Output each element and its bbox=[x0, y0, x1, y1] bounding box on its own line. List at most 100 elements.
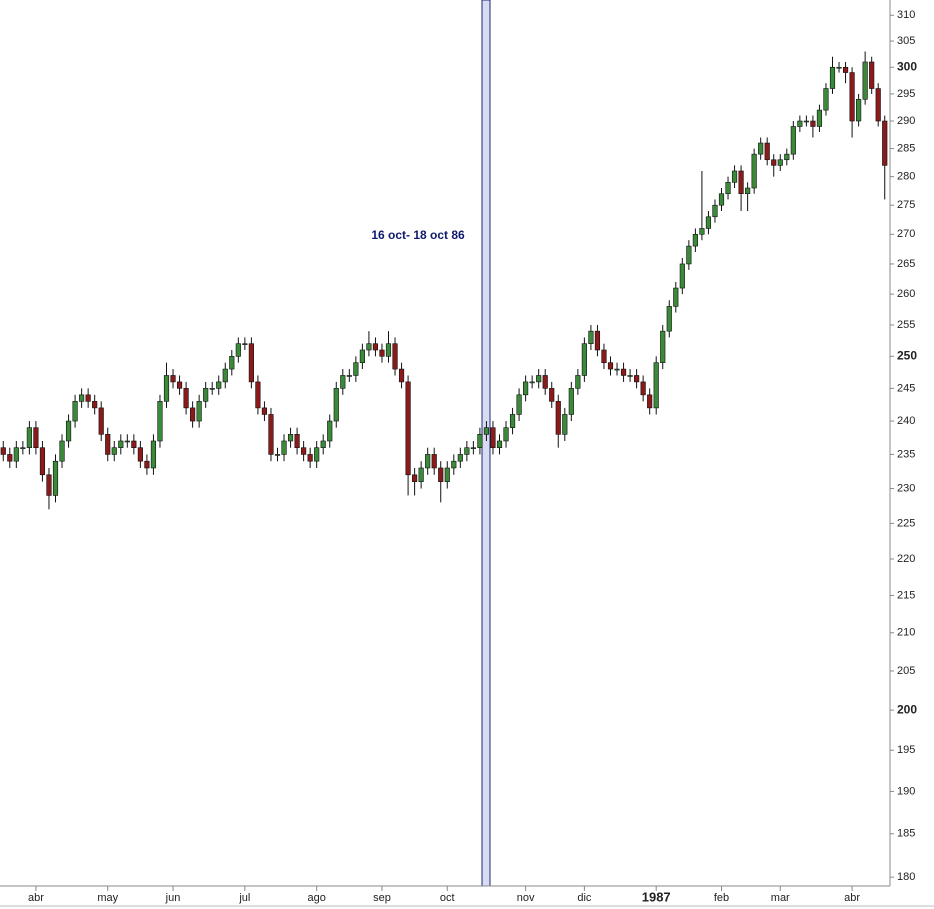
candle-body bbox=[731, 170, 738, 183]
x-tick-label: feb bbox=[714, 892, 729, 904]
candle-body bbox=[575, 375, 581, 389]
x-tick-label: nov bbox=[517, 892, 535, 904]
candle-body bbox=[294, 434, 300, 448]
candle-body bbox=[601, 349, 607, 363]
candle-body bbox=[281, 440, 287, 455]
candle-body bbox=[856, 98, 862, 122]
candle-body bbox=[451, 460, 457, 469]
x-tick-label: oct bbox=[440, 892, 455, 904]
candle-body bbox=[431, 454, 437, 469]
candle-body bbox=[268, 414, 274, 455]
candle-body bbox=[836, 66, 842, 69]
candle-body bbox=[542, 375, 548, 389]
candle-body bbox=[562, 414, 568, 435]
candle-body bbox=[523, 381, 529, 396]
candle-body bbox=[366, 343, 372, 351]
candle-body bbox=[725, 182, 731, 195]
candle-body bbox=[340, 375, 346, 389]
candle-body bbox=[862, 61, 868, 100]
candle-body bbox=[261, 407, 268, 415]
candle-body bbox=[477, 434, 483, 448]
candle-body bbox=[137, 447, 143, 462]
candle-body bbox=[379, 349, 385, 357]
candle-body bbox=[392, 343, 398, 370]
y-tick-label: 195 bbox=[897, 744, 915, 756]
y-tick-label: 260 bbox=[897, 288, 915, 300]
candle-body bbox=[699, 228, 705, 235]
candle-body bbox=[287, 434, 294, 442]
candle-body bbox=[666, 306, 672, 332]
candle-body bbox=[59, 440, 65, 462]
candle-body bbox=[470, 447, 476, 449]
candle-body bbox=[516, 394, 522, 415]
candle-body bbox=[52, 460, 59, 496]
candle-body bbox=[483, 427, 490, 435]
y-tick-label: 310 bbox=[897, 9, 915, 21]
y-tick-label: 280 bbox=[897, 171, 915, 183]
candle-body bbox=[190, 407, 196, 422]
candle-body bbox=[712, 204, 718, 218]
candle-body bbox=[242, 343, 248, 345]
candle-body bbox=[235, 343, 241, 357]
candle-body bbox=[849, 72, 855, 122]
y-tick-label: 230 bbox=[897, 482, 915, 494]
candle-body bbox=[7, 454, 13, 462]
candle-body bbox=[274, 454, 281, 456]
candle-body bbox=[320, 440, 326, 448]
candle-body bbox=[20, 447, 26, 449]
y-tick-label: 255 bbox=[897, 319, 915, 331]
candle-body bbox=[203, 388, 209, 402]
candle-body bbox=[790, 126, 796, 155]
candle-body bbox=[810, 120, 816, 127]
y-tick-label: 185 bbox=[897, 828, 915, 840]
candle-body bbox=[751, 153, 757, 189]
candle-body bbox=[163, 375, 170, 402]
candle-body bbox=[686, 245, 692, 265]
candle-body bbox=[13, 447, 19, 462]
candle-body bbox=[405, 381, 411, 476]
candle-body bbox=[607, 362, 614, 370]
candle-body bbox=[216, 381, 222, 389]
x-tick-label: ago bbox=[307, 892, 325, 904]
x-tick-label: jun bbox=[165, 892, 181, 904]
candle-body bbox=[301, 447, 307, 455]
x-tick-label: jul bbox=[238, 892, 250, 904]
candle-body bbox=[784, 153, 790, 161]
y-tick-label: 215 bbox=[897, 589, 915, 601]
candle-body bbox=[496, 440, 503, 448]
candle-body bbox=[425, 454, 431, 469]
candle-body bbox=[823, 88, 829, 111]
candle-body bbox=[372, 343, 379, 351]
candle-body bbox=[98, 407, 104, 435]
y-tick-label: 205 bbox=[897, 665, 915, 677]
candle-body bbox=[26, 427, 32, 448]
candle-body bbox=[118, 440, 124, 448]
candle-body bbox=[764, 142, 770, 161]
candle-body bbox=[111, 447, 117, 455]
candle-body bbox=[653, 362, 659, 409]
x-tick-label: abr bbox=[844, 892, 860, 904]
candle-body bbox=[307, 454, 313, 462]
candle-body bbox=[503, 427, 509, 442]
candle-body bbox=[777, 159, 783, 166]
candle-body bbox=[660, 330, 666, 363]
candle-body bbox=[385, 343, 392, 357]
candle-body bbox=[444, 467, 450, 482]
candle-body bbox=[529, 381, 535, 384]
candle-body bbox=[568, 388, 574, 415]
candle-body bbox=[150, 440, 157, 469]
candle-body bbox=[398, 368, 405, 383]
candle-body bbox=[640, 381, 646, 396]
candle-body bbox=[359, 349, 365, 363]
candle-body bbox=[882, 120, 888, 166]
candle-body bbox=[875, 88, 881, 122]
candle-body bbox=[209, 388, 215, 390]
y-tick-label: 200 bbox=[897, 702, 917, 716]
candle-body bbox=[842, 66, 849, 73]
x-tick-label: 1987 bbox=[642, 889, 671, 904]
y-tick-label: 225 bbox=[897, 517, 915, 529]
y-tick-label: 295 bbox=[897, 88, 915, 100]
candle-body bbox=[105, 434, 111, 455]
candle-body bbox=[634, 375, 640, 383]
